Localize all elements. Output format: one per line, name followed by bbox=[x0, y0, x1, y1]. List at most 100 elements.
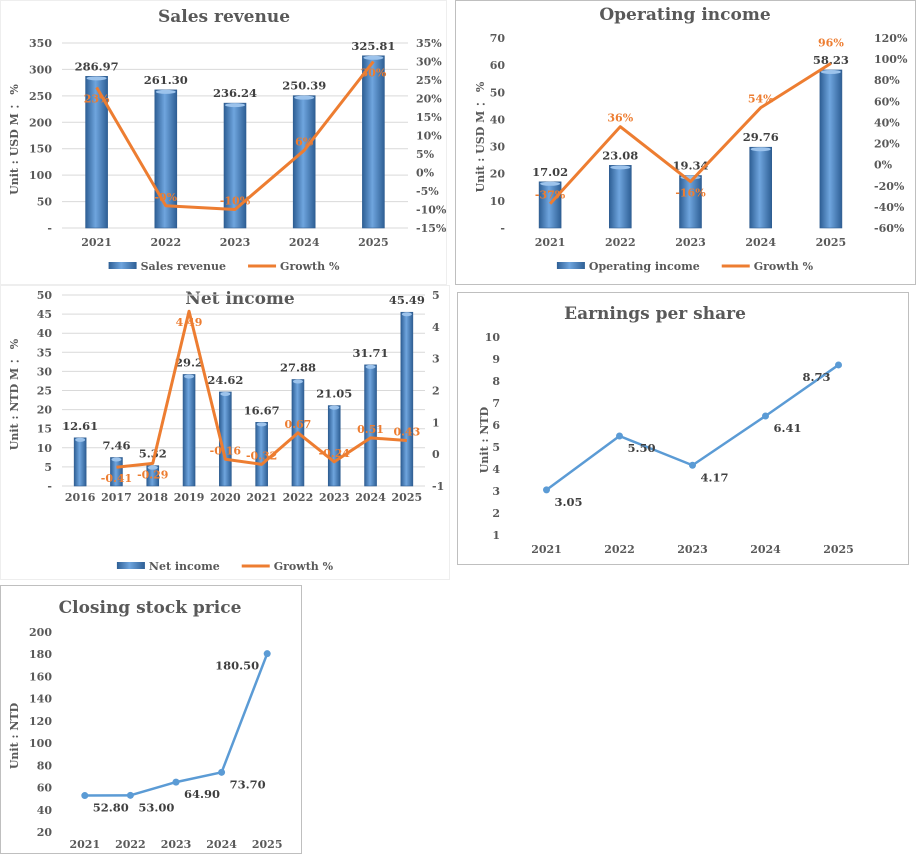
bar bbox=[400, 311, 414, 487]
x-tick-label: 2024 bbox=[745, 236, 776, 249]
bar-cap bbox=[540, 181, 561, 186]
bar-cap bbox=[225, 103, 245, 108]
chart-panel bbox=[0, 585, 302, 854]
bar bbox=[327, 405, 341, 487]
y-tick-label: 7 bbox=[492, 397, 500, 410]
bar-cap bbox=[365, 364, 376, 369]
growth-data-label: 6% bbox=[295, 135, 314, 148]
point-data-label: 180.50 bbox=[215, 659, 259, 673]
y2-tick-label: 20% bbox=[874, 138, 900, 151]
growth-data-label: 36% bbox=[607, 112, 633, 125]
y-tick-label: 15 bbox=[37, 423, 52, 436]
bar-data-label: 58.23 bbox=[813, 53, 849, 67]
y-tick-label: 120 bbox=[29, 715, 52, 728]
legend: Net income Growth % bbox=[116, 560, 334, 573]
y2-tick-label: 30% bbox=[416, 56, 442, 69]
y-axis-label: Unit : USD M ： % bbox=[474, 81, 487, 192]
y-tick-label: 2 bbox=[492, 507, 500, 520]
bar bbox=[749, 146, 773, 229]
bar-cap bbox=[256, 422, 267, 427]
data-point bbox=[172, 778, 180, 786]
bar-data-label: 31.71 bbox=[353, 346, 389, 360]
growth-line bbox=[116, 309, 407, 469]
chart-title: Operating income bbox=[599, 5, 770, 25]
y-tick-label: 180 bbox=[29, 648, 52, 661]
data-point bbox=[543, 486, 550, 494]
bar-data-label: 16.67 bbox=[244, 403, 280, 417]
legend: Sales revenue Growth % bbox=[108, 260, 340, 273]
legend-label: Growth % bbox=[754, 260, 814, 273]
y2-tick-label: 15% bbox=[416, 111, 442, 124]
x-tick-label: 2023 bbox=[161, 838, 192, 851]
bar-cap bbox=[329, 405, 340, 410]
y-tick-label: 40 bbox=[37, 804, 53, 817]
y-tick-label: 5 bbox=[44, 461, 52, 474]
point-data-label: 4.17 bbox=[701, 470, 729, 484]
y-tick-label: 8 bbox=[492, 375, 500, 388]
legend-bar-swatch bbox=[108, 262, 137, 269]
legend-label: Sales revenue bbox=[141, 260, 226, 273]
x-tick-label: 2022 bbox=[283, 491, 314, 504]
legend-label: Operating income bbox=[589, 260, 700, 273]
y2-tick-label: -1 bbox=[432, 480, 444, 493]
bar-cap bbox=[155, 89, 176, 94]
bar-cap bbox=[820, 69, 841, 74]
x-tick-label: 2024 bbox=[289, 236, 320, 249]
bar-data-label: 21.05 bbox=[316, 387, 352, 401]
bar-data-label: 261.30 bbox=[144, 73, 188, 87]
growth-data-label: -0.29 bbox=[137, 468, 168, 481]
growth-data-label: -37% bbox=[535, 189, 566, 202]
y-tick-label: 200 bbox=[29, 116, 52, 129]
y2-tick-label: 3 bbox=[432, 353, 440, 366]
legend: Operating income Growth % bbox=[556, 260, 814, 273]
y2-tick-label: 60% bbox=[874, 95, 900, 108]
x-tick-label: 2022 bbox=[605, 236, 636, 249]
y2-tick-label: 1 bbox=[432, 416, 440, 429]
y-tick-label: 40 bbox=[490, 113, 506, 126]
x-tick-label: 2020 bbox=[210, 491, 241, 504]
y-tick-label: 70 bbox=[490, 32, 506, 45]
x-tick-label: 2022 bbox=[150, 236, 181, 249]
bar-cap bbox=[220, 391, 231, 396]
chart-title: Earnings per share bbox=[564, 304, 746, 324]
bar-cap bbox=[294, 95, 315, 100]
y-tick-label: 250 bbox=[29, 90, 52, 103]
bar bbox=[679, 175, 702, 229]
growth-data-label: 0.51 bbox=[357, 423, 384, 436]
growth-data-label: -0.32 bbox=[246, 449, 277, 462]
y2-tick-label: 25% bbox=[416, 74, 442, 87]
point-data-label: 73.70 bbox=[230, 777, 266, 791]
y2-tick-label: -40% bbox=[874, 201, 905, 214]
bar-data-label: 19.34 bbox=[672, 159, 708, 173]
growth-data-label: 0.43 bbox=[393, 425, 420, 438]
growth-data-label: 54% bbox=[748, 93, 774, 106]
legend-label: Growth % bbox=[274, 560, 334, 573]
legend-label: Net income bbox=[149, 560, 220, 573]
x-tick-label: 2025 bbox=[252, 838, 283, 851]
y2-tick-label: 80% bbox=[874, 74, 900, 87]
chart-earnings-per-share: Earnings per share Unit : NTD 1 2 3 4 5 6 7 8 9 10 2… bbox=[457, 292, 909, 565]
bar bbox=[819, 69, 843, 229]
growth-data-label: 0.67 bbox=[285, 418, 312, 431]
x-tick-label: 2021 bbox=[81, 236, 112, 249]
x-tick-label: 2021 bbox=[69, 838, 100, 851]
y-tick-label: 30 bbox=[37, 365, 53, 378]
bar-data-label: 24.62 bbox=[207, 373, 243, 387]
bar-cap bbox=[86, 76, 107, 81]
bar-data-label: 12.61 bbox=[62, 419, 98, 433]
x-tick-label: 2025 bbox=[816, 236, 847, 249]
growth-data-label: 23% bbox=[84, 92, 110, 105]
bar-data-label: 7.46 bbox=[102, 439, 130, 453]
y-tick-label: - bbox=[500, 222, 505, 235]
y-tick-label: 3 bbox=[492, 485, 500, 498]
chart-title: Sales revenue bbox=[158, 7, 290, 27]
bar-data-label: 23.08 bbox=[602, 148, 638, 162]
y-tick-label: 4 bbox=[492, 463, 500, 476]
y2-tick-label: 40% bbox=[874, 116, 900, 129]
data-point bbox=[218, 768, 226, 776]
x-tick-label: 2021 bbox=[531, 543, 562, 556]
legend-label: Growth % bbox=[280, 260, 340, 273]
bar-data-label: 29.2 bbox=[175, 355, 203, 369]
